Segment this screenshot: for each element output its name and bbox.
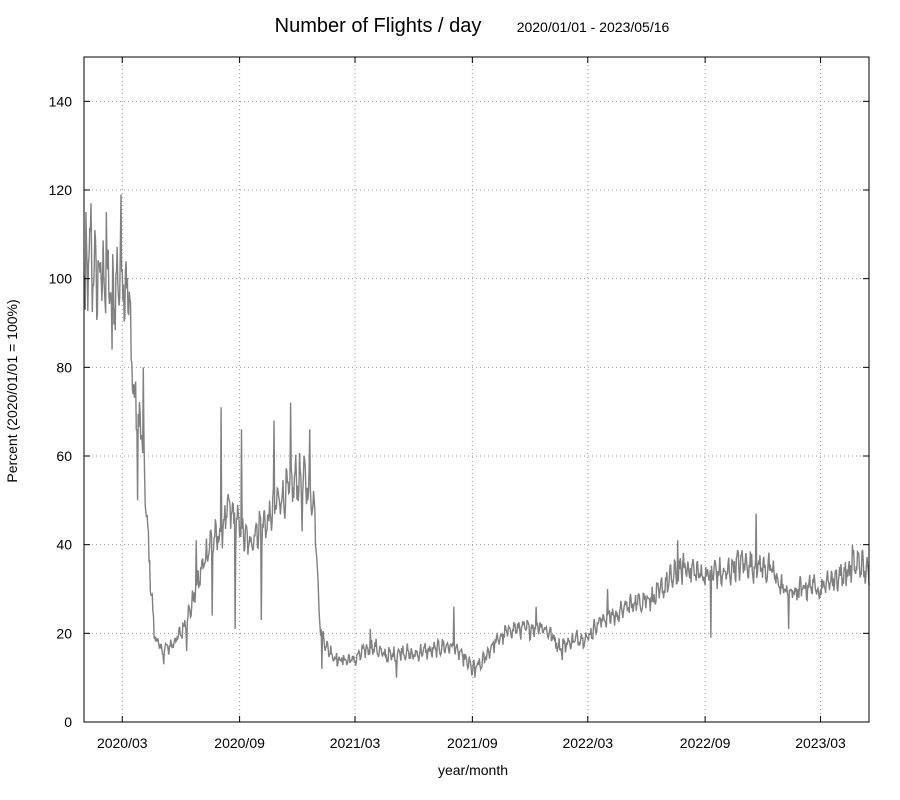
x-axis-ticks: 2020/03 2020/09 2021/03 2021/09 2022/03 2022/… xyxy=(97,57,846,751)
x-tick-label: 2021/03 xyxy=(330,735,381,751)
y-tick-label: 100 xyxy=(49,271,73,287)
chart-subtitle: 2020/01/01 - 2023/05/16 xyxy=(517,19,670,35)
y-tick-label: 140 xyxy=(49,93,73,109)
y-tick-label: 60 xyxy=(56,448,72,464)
x-tick-label: 2020/09 xyxy=(214,735,265,751)
series-line xyxy=(83,194,870,678)
y-tick-label: 20 xyxy=(56,625,72,641)
x-axis-label: year/month xyxy=(438,762,508,778)
y-tick-label: 0 xyxy=(64,714,72,730)
data-series xyxy=(83,194,870,678)
x-tick-label: 2021/09 xyxy=(447,735,498,751)
x-tick-label: 2022/09 xyxy=(680,735,731,751)
y-tick-label: 40 xyxy=(56,537,72,553)
y-tick-label: 80 xyxy=(56,359,72,375)
y-axis-label: Percent (2020/01/01 = 100%) xyxy=(4,299,20,482)
chart-title-main: Number of Flights / day xyxy=(275,15,482,37)
plot-frame xyxy=(83,56,870,723)
chart-title: Number of Flights / day 2020/01/01 - 202… xyxy=(275,15,670,37)
x-tick-label: 2022/03 xyxy=(562,735,613,751)
x-tick-label: 2023/03 xyxy=(795,735,846,751)
x-tick-label: 2020/03 xyxy=(97,735,148,751)
grid-lines xyxy=(84,57,869,722)
y-axis-ticks: 0 20 40 60 80 100 120 140 xyxy=(49,93,869,730)
y-tick-label: 120 xyxy=(49,182,73,198)
